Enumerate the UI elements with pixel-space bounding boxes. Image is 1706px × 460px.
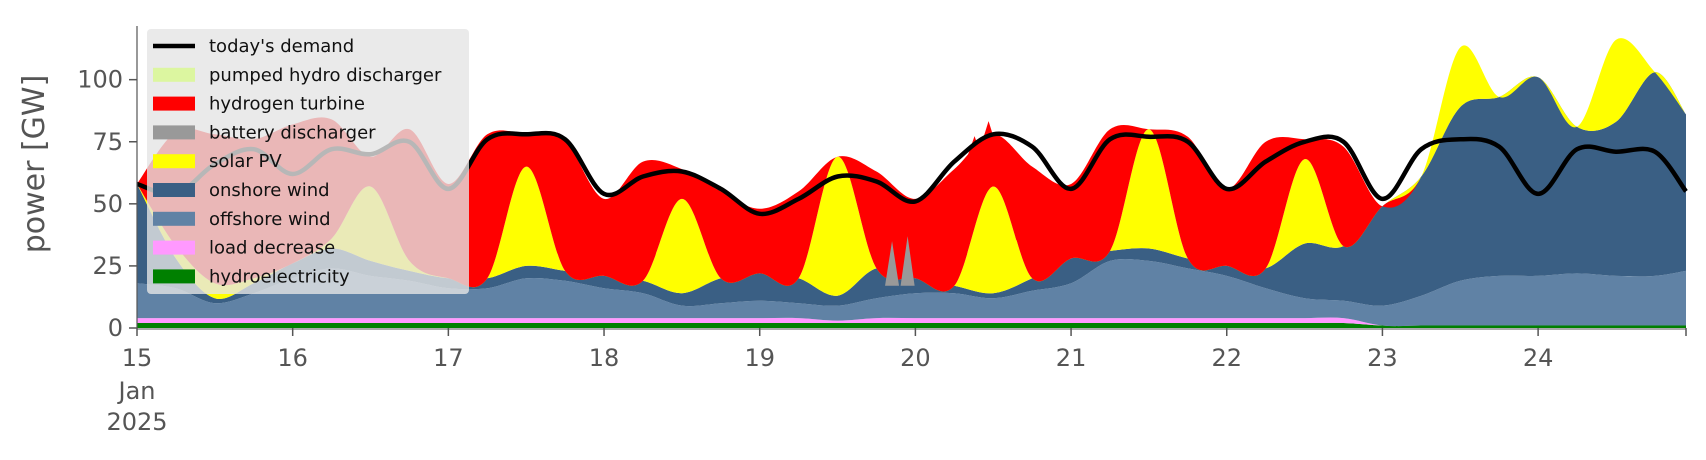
area-hydrogen-turbine [137, 38, 1686, 292]
legend-label-pumped-hydro-discharger: pumped hydro discharger [209, 65, 442, 86]
area-offshore-wind [137, 258, 1686, 327]
y-tick-label-0: 0 [108, 314, 123, 342]
x-tick-label-15: 15 [122, 344, 153, 372]
legend: today's demand pumped hydro discharger hyd… [147, 29, 469, 294]
y-axis-label: power [GW] [17, 75, 52, 254]
area-hydroelectricity [137, 322, 1686, 328]
legend-swatch-offshore-wind [153, 211, 195, 226]
legend-label-hydroelectricity: hydroelectricity [209, 266, 350, 287]
legend-swatch-onshore-wind [153, 183, 195, 197]
stacked-area-layer [137, 38, 1686, 328]
legend-label-today-s-demand: today's demand [209, 36, 354, 57]
legend-label-hydrogen-turbine: hydrogen turbine [209, 94, 365, 115]
legend-swatch-pumped-hydro-discharger [153, 67, 195, 82]
y-tick-label-100: 100 [77, 66, 123, 94]
axes: 0 25 50 75 100 15 16 17 18 19 20 21 22 23 24 Jan 2025 [77, 26, 1687, 436]
legend-label-battery-discharger: battery discharger [209, 122, 376, 143]
legend-swatch-battery-discharger [153, 125, 195, 140]
x-tick-label-24: 24 [1523, 344, 1554, 372]
area-solar-pv [137, 38, 1686, 299]
x-tick-label-17: 17 [433, 344, 464, 372]
spike-battery-discharger-1 [900, 236, 915, 286]
legend-swatch-solar-pv [153, 154, 195, 169]
x-tick-label-18: 18 [589, 344, 620, 372]
y-tick-label-50: 50 [92, 190, 123, 218]
legend-swatch-hydrogen-turbine [153, 96, 195, 111]
legend-swatch-hydroelectricity [153, 269, 195, 284]
area-onshore-wind [137, 72, 1686, 307]
x-tick-label-21: 21 [1056, 344, 1087, 372]
x-tick-label-22: 22 [1211, 344, 1242, 372]
legend-swatch-load-decrease [153, 240, 195, 255]
legend-label-load-decrease: load decrease [209, 238, 335, 259]
x-tick-sublabel-2025: 2025 [106, 408, 167, 436]
legend-label-offshore-wind: offshore wind [209, 209, 331, 230]
legend-items: today's demand pumped hydro discharger hyd… [153, 36, 442, 287]
y-tick-label-75: 75 [92, 128, 123, 156]
legend-label-solar-pv: solar PV [209, 151, 282, 172]
legend-frame [147, 29, 469, 294]
y-tick-label-25: 25 [92, 252, 123, 280]
x-tick-label-23: 23 [1367, 344, 1398, 372]
x-tick-label-16: 16 [277, 344, 308, 372]
area-load-decrease [137, 317, 1686, 327]
x-tick-sublabel-jan: Jan [117, 377, 156, 405]
spike-battery-discharger-0 [885, 241, 900, 286]
legend-label-onshore-wind: onshore wind [209, 180, 330, 201]
x-tick-label-20: 20 [900, 344, 931, 372]
x-tick-label-19: 19 [744, 344, 775, 372]
